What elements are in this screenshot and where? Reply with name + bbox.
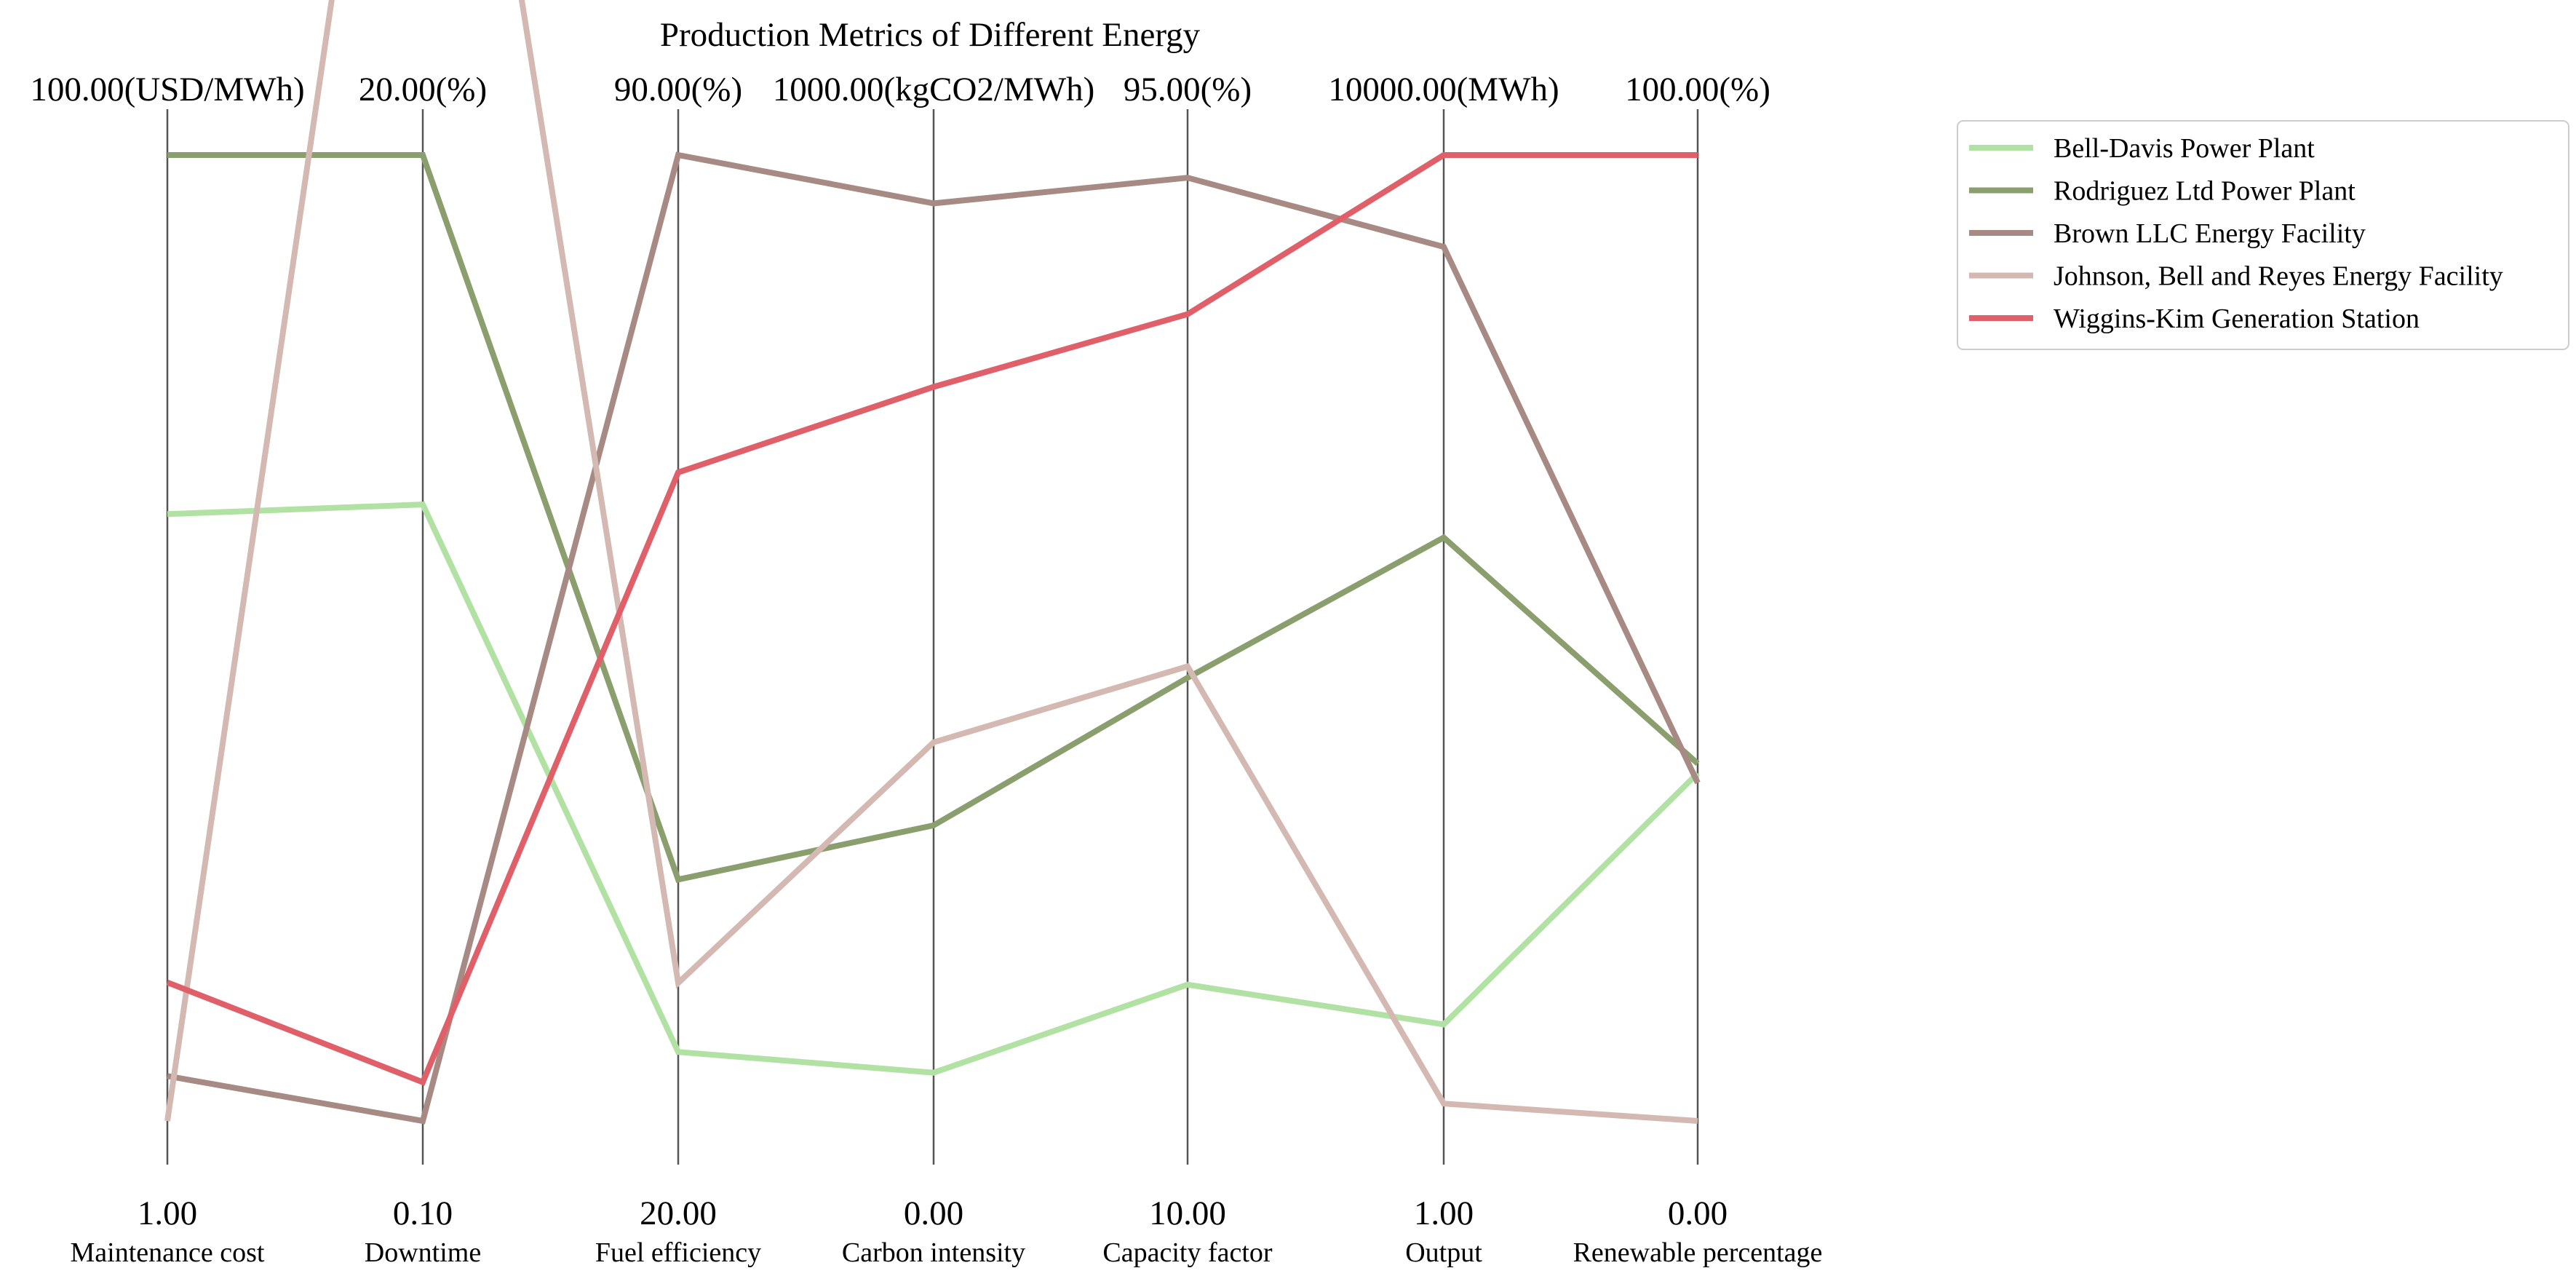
legend-label: Johnson, Bell and Reyes Energy Facility [2054, 261, 2503, 292]
axis-max-label: 1000.00(kgCO2/MWh) [773, 71, 1095, 108]
axis-max-label: 20.00(%) [359, 71, 487, 108]
axis-max-label: 100.00(%) [1625, 71, 1770, 108]
axis-name-label: Renewable percentage [1573, 1237, 1823, 1268]
series-line [167, 151, 1701, 1125]
legend-label: Bell-Davis Power Plant [2054, 133, 2315, 164]
axis-name-label: Maintenance cost [71, 1237, 265, 1268]
axis-min-label: 10.00 [1149, 1194, 1226, 1232]
chart-title: Production Metrics of Different Energy [660, 16, 1201, 54]
axis-max-label: 10000.00(MWh) [1328, 71, 1559, 108]
series-line [166, 152, 1698, 1086]
series-layer [164, 0, 1701, 1125]
axis-min-label: 0.10 [393, 1194, 453, 1232]
axis-name-label: Carbon intensity [842, 1237, 1025, 1268]
legend-label: Rodriguez Ltd Power Plant [2054, 176, 2356, 207]
legend: Bell-Davis Power Plant Rodriguez Ltd Powe… [1957, 120, 2569, 350]
legend-frame [1957, 120, 2569, 350]
axis-max-label: 95.00(%) [1124, 71, 1252, 108]
axis-min-label: 1.00 [138, 1194, 197, 1232]
series-line [167, 152, 1700, 883]
axis-name-label: Downtime [365, 1237, 481, 1268]
axis-min-label: 0.00 [1668, 1194, 1728, 1232]
series-line [167, 502, 1700, 1076]
axis-max-label: 100.00(USD/MWh) [30, 71, 304, 108]
legend-label: Wiggins-Kim Generation Station [2054, 304, 2420, 334]
axis-name-label: Fuel efficiency [595, 1237, 761, 1268]
series-line [164, 0, 1698, 1124]
axes-layer: 100.00(USD/MWh) 1.00 Maintenance cost 20.00… [30, 71, 1822, 1268]
legend-items: Bell-Davis Power Plant Rodriguez Ltd Powe… [1969, 133, 2503, 334]
axis-min-label: 1.00 [1414, 1194, 1474, 1232]
axis-name-label: Output [1405, 1237, 1482, 1268]
axis-min-label: 20.00 [640, 1194, 717, 1232]
axis-name-label: Capacity factor [1102, 1237, 1273, 1268]
legend-label: Brown LLC Energy Facility [2054, 218, 2366, 249]
axis-min-label: 0.00 [904, 1194, 963, 1232]
axis-max-label: 90.00(%) [614, 71, 742, 108]
